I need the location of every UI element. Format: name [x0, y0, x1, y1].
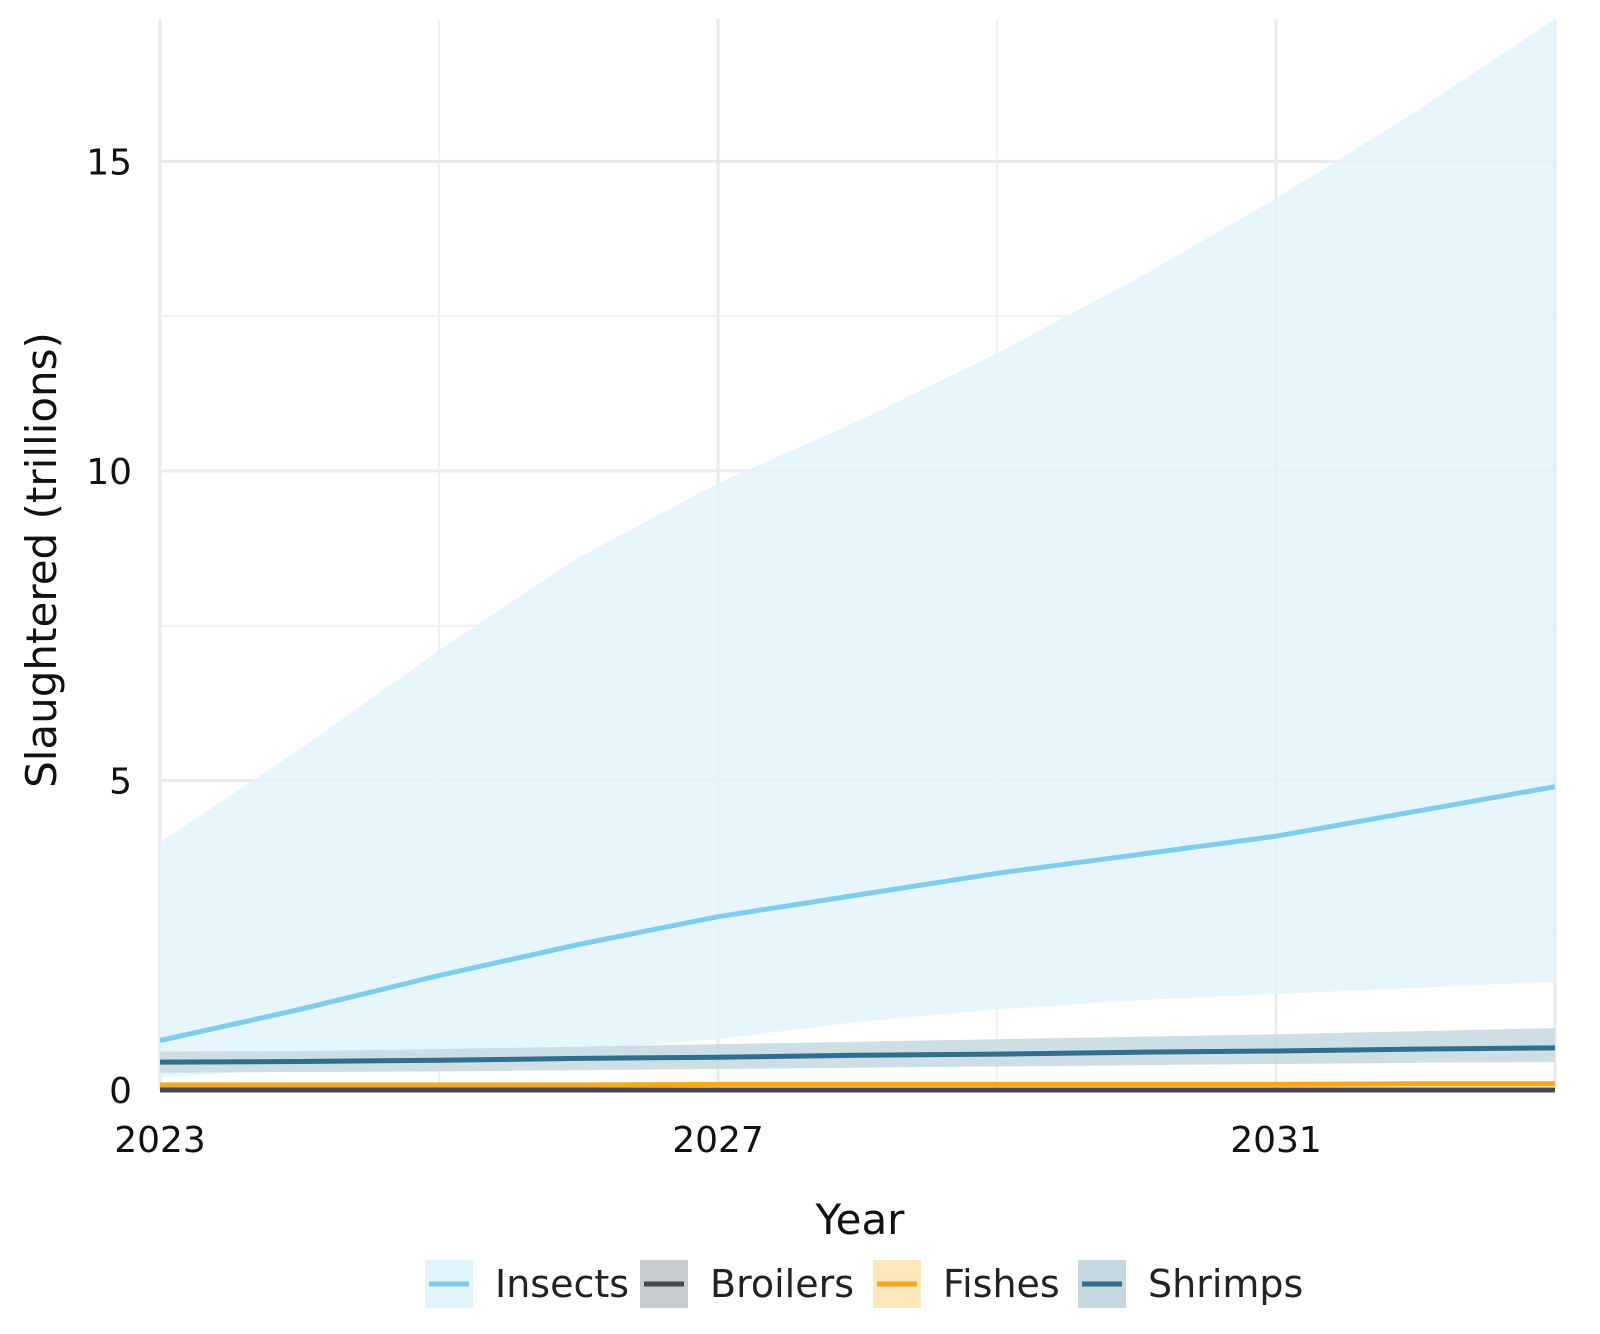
x-tick-label: 2027 — [672, 1120, 764, 1161]
y-tick-label: 15 — [86, 142, 132, 183]
series-lines — [159, 784, 1556, 1093]
legend-label-insects: Insects — [495, 1262, 629, 1306]
band-insects — [160, 19, 1555, 1078]
y-tick-label: 5 — [109, 761, 132, 802]
y-tick-label: 0 — [109, 1071, 132, 1112]
series-line-insects — [159, 784, 1556, 1043]
x-axis-ticks: 2023 2027 2031 — [114, 1120, 1322, 1161]
legend-label-fishes: Fishes — [943, 1262, 1060, 1306]
legend-label-shrimps: Shrimps — [1148, 1262, 1303, 1306]
x-tick-label: 2023 — [114, 1120, 206, 1161]
y-axis-title: Slaughtered (trillions) — [17, 332, 66, 788]
y-axis-ticks: 0 5 10 15 — [86, 142, 132, 1112]
confidence-bands — [160, 19, 1555, 1090]
legend: Insects Broilers Fishes Shrimps — [425, 1260, 1303, 1308]
legend-label-broilers: Broilers — [710, 1262, 854, 1306]
y-tick-label: 10 — [86, 452, 132, 493]
x-axis-title: Year — [815, 1195, 906, 1244]
x-tick-label: 2031 — [1230, 1120, 1322, 1161]
series-line-shrimps — [159, 1045, 1556, 1065]
series-line-fishes — [160, 1081, 1555, 1088]
